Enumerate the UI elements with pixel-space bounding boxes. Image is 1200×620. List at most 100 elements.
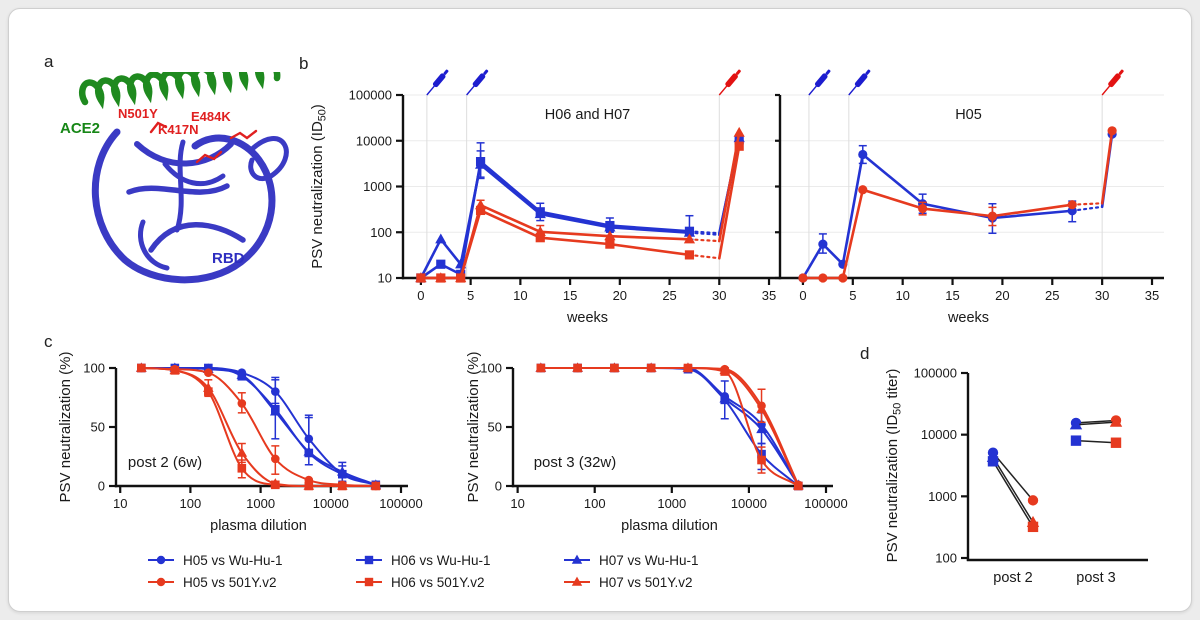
chart-title: H06 and H07: [545, 107, 630, 123]
legend-item: H07 vs 501Y.v2: [562, 571, 792, 593]
square-marker: [1110, 437, 1122, 448]
y-tick-label: 100: [480, 361, 502, 376]
legend-label: H05 vs 501Y.v2: [183, 574, 277, 590]
triangle-marker: [756, 403, 767, 414]
n501y-label: N501Y: [118, 106, 158, 121]
square-marker: [605, 239, 615, 249]
syringe-icon: [718, 69, 741, 96]
chart-timecourse-h05: 0 5 10 15 20 25 30 35 weeks H05: [775, 58, 1185, 328]
y-tick-label: 10: [378, 271, 392, 286]
panel-letter-d: d: [860, 344, 870, 363]
circle-marker: [838, 273, 848, 283]
y-axis-title: PSV neutralization (ID50): [310, 104, 329, 269]
chart-timecourse-h06-h07: 10 100 1000 10000 100000 0 5 10 15 20 25 30 35 weeks P…: [310, 58, 785, 328]
square-marker: [683, 363, 693, 373]
triangle-marker: [435, 272, 447, 283]
y-axis-title: PSV neutralization (%): [465, 352, 482, 503]
legend-item: H06 vs 501Y.v2: [354, 571, 562, 593]
square-marker: [684, 226, 695, 236]
panel-letter-a: a: [44, 52, 54, 71]
ace2-label: ACE2: [60, 120, 101, 137]
circle-legend-icon: [148, 577, 174, 587]
square-marker: [371, 481, 381, 491]
legend-item: H07 vs Wu-Hu-1: [562, 549, 792, 571]
triangle-marker: [683, 233, 696, 244]
legend-label: H06 vs 501Y.v2: [391, 574, 485, 590]
circle-marker: [204, 368, 213, 378]
legend-item: H06 vs Wu-Hu-1: [354, 549, 562, 571]
x-axis-title: weeks: [566, 310, 608, 326]
square-legend-icon: [356, 577, 382, 587]
chart-svg-c1: 0 50 100 10 100 1000 10000 100000 plasma dilutio…: [57, 352, 423, 534]
x-tick-label: 5: [467, 288, 474, 303]
chart-dose-response-post3: 0 50 100 10 100 1000 10000 100000 plasma dilutio…: [445, 335, 875, 555]
triangle-marker: [336, 466, 348, 476]
square-marker: [536, 363, 546, 373]
circle-legend-icon: [148, 555, 174, 565]
triangle-marker: [534, 226, 546, 236]
x-category-label: post 2: [993, 570, 1033, 586]
circle-marker: [156, 555, 166, 565]
syringe-icon: [426, 69, 449, 96]
triangle-legend-icon: [564, 554, 590, 564]
paired-group-H05: [987, 415, 1122, 506]
triangle-marker: [1069, 418, 1083, 430]
square-marker: [364, 555, 374, 565]
square-marker: [573, 363, 582, 373]
triangle-marker: [455, 272, 467, 283]
axes: 100 1000 10000 100000: [914, 366, 1148, 566]
triangle-marker: [733, 126, 745, 137]
legend-label: H07 vs 501Y.v2: [599, 574, 693, 590]
triangle-legend-icon: [564, 576, 590, 586]
x-axis-title: weeks: [947, 310, 989, 326]
circle-marker: [271, 454, 280, 464]
circle-marker: [858, 185, 868, 195]
y-tick-label: 0: [98, 479, 105, 494]
syringe-icon: [1101, 69, 1124, 96]
x-tick-label: 10000: [313, 496, 349, 511]
x-tick-label: 25: [1045, 288, 1059, 303]
chart-svg-b1: 10 100 1000 10000 100000 0 5 10 15 20 25 30 35 weeks P…: [310, 69, 779, 326]
triangle-marker: [415, 272, 427, 283]
x-tick-label: 30: [712, 288, 726, 303]
chart-svg-c2: 0 50 100 10 100 1000 10000 100000 plasma dilutio…: [465, 352, 848, 534]
series-h05-vs-501y.v2: [798, 126, 1117, 283]
triangle-marker: [474, 199, 487, 210]
series-h07-vs-501y.v2: [415, 126, 745, 283]
square-marker: [304, 481, 314, 491]
legend-item: H05 vs 501Y.v2: [146, 571, 354, 593]
triangle-marker: [719, 393, 731, 403]
y-tick-label: 100: [370, 225, 392, 240]
paired-group-H06: [987, 435, 1122, 533]
panel-letter-b: b: [299, 54, 309, 73]
x-category-label: post 3: [1076, 570, 1116, 586]
triangle-marker: [1109, 415, 1123, 427]
square-marker: [137, 363, 146, 373]
syringe-icon: [466, 69, 489, 96]
series-h06-vs-501y.v2: [137, 363, 381, 491]
syringe-icon: [848, 69, 871, 96]
syringe-icon: [808, 69, 831, 96]
square-marker: [1070, 435, 1082, 446]
chart-annotation: post 2 (6w): [128, 454, 202, 471]
x-tick-label: 100: [180, 496, 202, 511]
chart-paired-titers: 100 1000 10000 100000 PSV neutralization (ID…: [880, 345, 1190, 595]
x-tick-label: 100000: [804, 496, 847, 511]
circle-marker: [798, 273, 808, 283]
x-tick-label: 100000: [379, 496, 422, 511]
x-tick-label: 1000: [246, 496, 275, 511]
square-marker: [757, 455, 766, 465]
square-legend-icon: [356, 555, 382, 565]
circle-marker: [818, 273, 828, 283]
triangle-marker: [303, 446, 315, 456]
circle-marker: [818, 239, 828, 249]
triangle-marker: [236, 447, 248, 457]
legend-item: H05 vs Wu-Hu-1: [146, 549, 354, 571]
x-tick-label: 20: [995, 288, 1009, 303]
square-marker: [237, 464, 247, 473]
triangle-marker: [756, 423, 767, 434]
x-tick-label: 20: [613, 288, 627, 303]
square-marker: [610, 363, 619, 373]
square-marker: [1027, 521, 1039, 533]
square-marker: [605, 220, 615, 231]
